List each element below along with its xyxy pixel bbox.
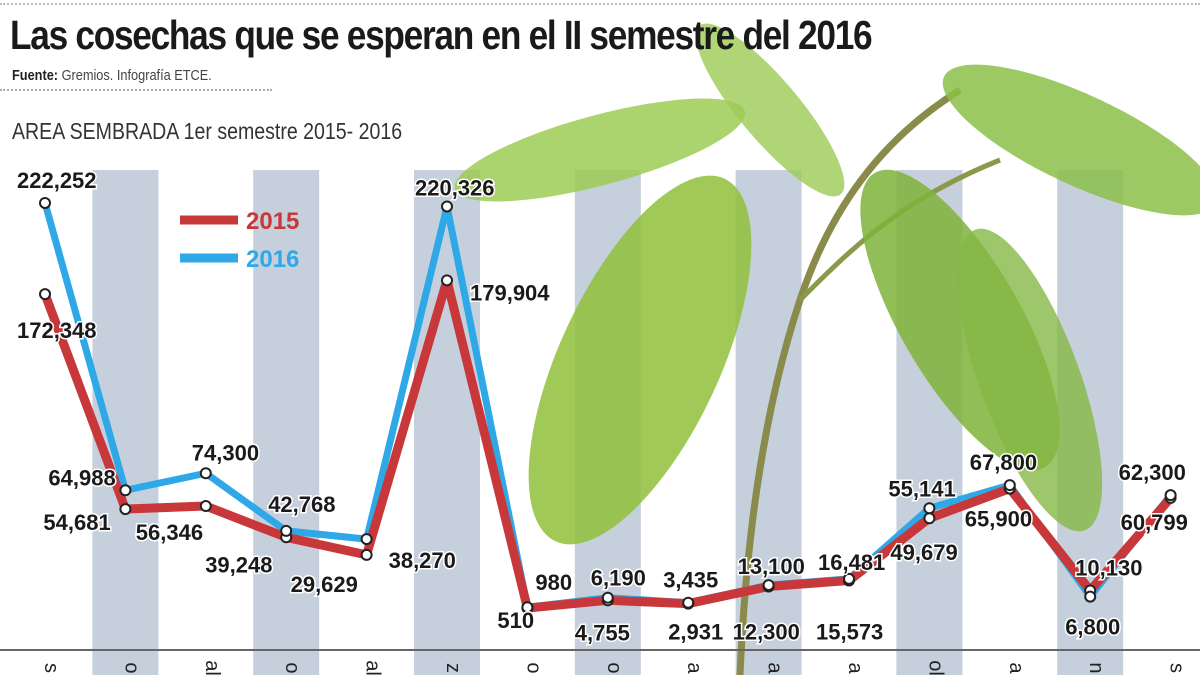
x-tick-label: o [120, 662, 142, 673]
x-tick-label: al [362, 660, 384, 675]
x-tick-label: z [442, 663, 464, 673]
source-label: Fuente: [12, 67, 59, 84]
data-label-2016: 74,300 [192, 440, 259, 465]
column-stripe [92, 170, 159, 675]
data-label-2015: 15,573 [816, 620, 883, 645]
data-point-2016 [601, 591, 614, 604]
data-label-2016: 64,988 [48, 465, 115, 490]
chart-subtitle: AREA SEMBRADA 1er semestre 2015- 2016 [12, 118, 403, 144]
data-label-2016: 220,326 [415, 175, 495, 200]
data-label-2015: 172,348 [17, 318, 97, 343]
data-point-2016 [762, 579, 775, 592]
data-label-2016: 67,800 [970, 450, 1037, 475]
data-point-2016 [521, 601, 534, 614]
x-tick-label: s [1166, 663, 1188, 673]
data-point-2015 [441, 274, 453, 287]
data-label-2015: 60,799 [1121, 510, 1188, 535]
data-label-2015: 49,679 [890, 540, 957, 565]
data-point-2015 [923, 512, 936, 525]
data-point-2015 [39, 288, 51, 301]
data-point-2015 [360, 548, 373, 561]
source-line: Fuente: Gremios. Infografía ETCE. [12, 67, 212, 85]
data-point-2016 [360, 533, 373, 546]
data-label-2015: 510 [497, 608, 534, 633]
data-point-2016 [441, 200, 453, 213]
x-tick-label: a [764, 662, 786, 674]
data-point-2015 [119, 503, 132, 516]
data-label-2015: 4,755 [575, 620, 630, 645]
x-tick-label: al [201, 660, 223, 675]
x-tick-label: o [281, 662, 303, 673]
top-divider [0, 3, 1200, 5]
x-tick-label: a [844, 662, 866, 674]
data-point-2016 [1164, 489, 1177, 502]
data-label-2015: 39,248 [205, 552, 272, 577]
data-point-2016 [1003, 479, 1016, 492]
source-text: Gremios. Infografía ETCE. [61, 67, 212, 84]
x-tick-label: ol [924, 660, 946, 675]
data-label-2015: 54,681 [43, 510, 110, 535]
data-point-2016 [843, 572, 855, 585]
data-label-2016: 42,768 [268, 492, 335, 517]
x-tick-label: o [603, 662, 625, 673]
data-point-2016 [1084, 590, 1097, 603]
data-label-2015: 29,629 [291, 572, 358, 597]
data-label-2016: 38,270 [389, 548, 456, 573]
data-point-2016 [923, 502, 936, 515]
data-label-2016: 13,100 [738, 554, 805, 579]
data-point-2016 [39, 196, 51, 209]
data-label-2016: 62,300 [1119, 460, 1186, 485]
data-point-2016 [119, 484, 132, 497]
data-point-2016 [280, 524, 293, 537]
data-label-2016: 6,190 [591, 566, 646, 591]
data-point-2016 [682, 596, 695, 609]
data-label-2015: 2,931 [668, 620, 723, 645]
data-label-2015: 65,900 [965, 507, 1032, 532]
legend: 2015 2016 [180, 208, 299, 273]
data-point-2016 [199, 467, 212, 480]
data-point-2015 [199, 500, 212, 513]
x-tick-label: s [40, 663, 62, 673]
data-label-2015: 12,300 [733, 620, 800, 645]
data-label-2016: 16,481 [818, 550, 885, 575]
x-tick-label: n [1085, 662, 1107, 673]
plant-photo-background [454, 23, 1200, 675]
data-label-2015: 56,346 [136, 520, 203, 545]
x-tick-label: a [1005, 662, 1027, 674]
data-label-2016: 6,800 [1065, 615, 1120, 640]
data-label-2016: 3,435 [663, 568, 718, 593]
data-label-2016: 55,141 [888, 476, 955, 501]
x-tick-label: a [683, 662, 705, 674]
data-label-2016: 980 [535, 570, 572, 595]
source-divider [0, 89, 272, 91]
data-label-2015: 179,904 [470, 280, 550, 305]
data-label-2015: 10,130 [1075, 555, 1142, 580]
x-tick-label: o [522, 662, 544, 673]
column-stripe [253, 170, 320, 675]
page-title: Las cosechas que se esperan en el II sem… [10, 12, 873, 58]
data-label-2016: 222,252 [17, 168, 97, 193]
legend-label-2015: 2015 [246, 208, 299, 235]
column-stripe [414, 170, 480, 675]
legend-label-2016: 2016 [246, 246, 299, 273]
